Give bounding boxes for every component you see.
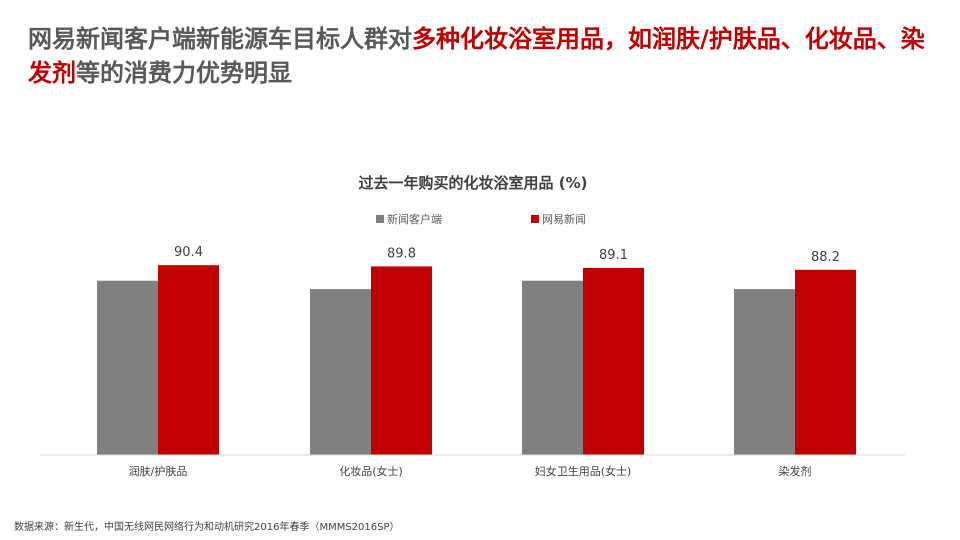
headline-highlight-3: 、化妆品、 — [780, 25, 901, 53]
chart-title: 过去一年购买的化妆浴室用品 (%) — [359, 174, 588, 192]
data-label-2-2: 89.8 — [387, 246, 416, 261]
legend-swatch-1 — [376, 215, 384, 223]
source-footnote: 数据来源：新生代，中国无线网民网络行为和动机研究2016年春季（MMMS2016… — [14, 522, 400, 533]
bar-1-2 — [310, 289, 371, 455]
headline-highlight-2: 润肤/护肤品 — [652, 25, 781, 53]
category-label-1: 润肤/护肤品 — [129, 464, 188, 478]
data-label-2-4: 88.2 — [811, 250, 840, 265]
headline-part-2: 等的消费力优势明显 — [76, 59, 292, 87]
bar-2-1 — [158, 265, 219, 455]
legend-swatch-2 — [531, 215, 539, 223]
bar-2-4 — [795, 269, 856, 455]
data-label-2-3: 89.1 — [599, 248, 628, 263]
legend-label-1: 新闻客户端 — [387, 212, 442, 226]
category-label-2: 化妆品(女士) — [339, 464, 403, 478]
data-label-2-1: 90.4 — [174, 245, 203, 260]
headline-highlight-1: 多种化妆浴室用品，如 — [412, 25, 652, 53]
headline-part-1: 网易新闻客户端新能源车目标人群对 — [28, 25, 412, 53]
category-label-3: 妇女卫生用品(女士) — [535, 464, 632, 478]
bar-2-2 — [371, 266, 432, 455]
bar-2-3 — [583, 267, 644, 455]
page-headline: 网易新闻客户端新能源车目标人群对多种化妆浴室用品，如润肤/护肤品、化妆品、染发剂… — [28, 22, 928, 90]
bar-1-4 — [734, 289, 795, 455]
bar-1-3 — [522, 280, 583, 455]
legend-label-2: 网易新闻 — [542, 212, 586, 226]
headline-highlight-4: 染发剂 — [28, 25, 925, 87]
category-label-4: 染发剂 — [779, 464, 812, 478]
bar-1-1 — [97, 280, 158, 455]
